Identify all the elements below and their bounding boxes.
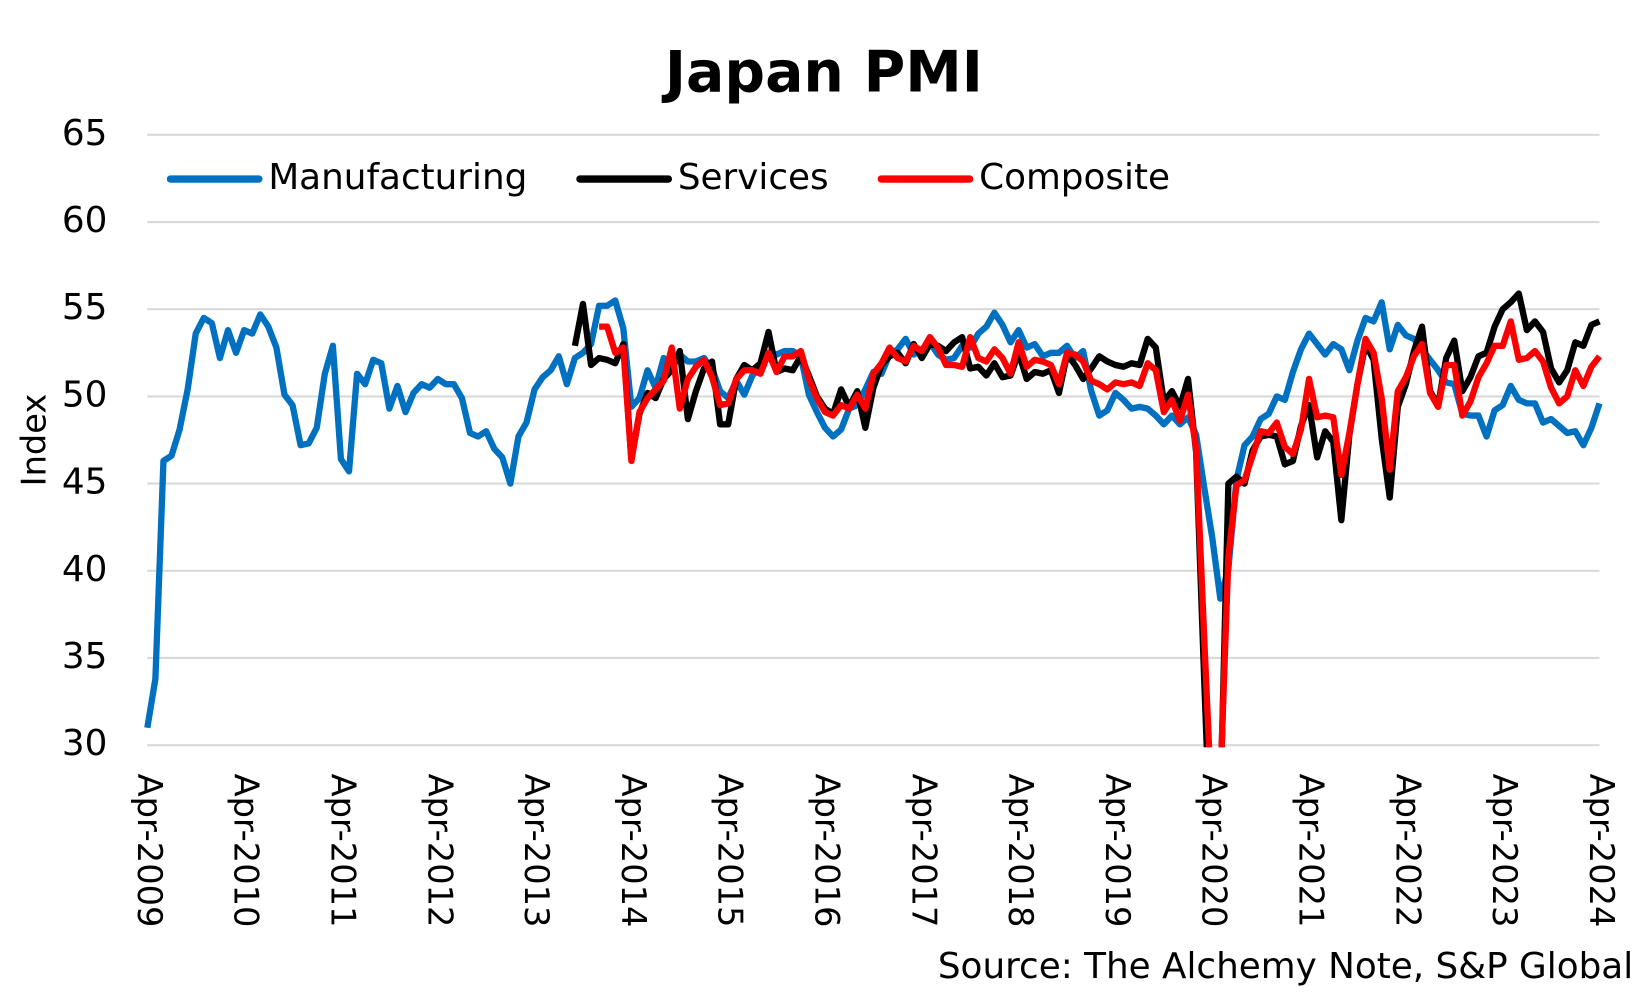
x-tick-label: Apr-2013 — [517, 774, 556, 928]
legend: Manufacturing Services Composite — [166, 157, 1170, 198]
x-tick-label: Apr-2009 — [130, 774, 169, 928]
y-tick-label: 50 — [62, 374, 108, 415]
x-tick-label: Apr-2016 — [808, 774, 847, 928]
x-tick-label: Apr-2021 — [1292, 774, 1331, 928]
x-tick-label: Apr-2020 — [1195, 774, 1234, 928]
x-tick-label: Apr-2023 — [1485, 774, 1524, 928]
x-tick-label: Apr-2011 — [323, 774, 362, 928]
x-tick-label: Apr-2010 — [227, 774, 266, 928]
y-tick-label: 60 — [62, 200, 108, 241]
x-tick-label: Apr-2019 — [1098, 774, 1137, 928]
legend-label: Manufacturing — [268, 157, 527, 198]
y-axis-label: Index — [14, 394, 53, 487]
x-tick-label: Apr-2017 — [904, 774, 943, 928]
source-note: Source: The Alchemy Note, S&P Global — [938, 946, 1633, 987]
series-line — [144, 297, 1603, 729]
x-tick-label: Apr-2022 — [1388, 774, 1427, 928]
y-tick-label: 65 — [62, 113, 108, 154]
legend-label: Composite — [979, 157, 1170, 198]
x-tick-label: Apr-2014 — [614, 774, 653, 928]
legend-label: Services — [678, 157, 829, 198]
y-tick-label: 55 — [62, 287, 108, 328]
x-tick-label: Apr-2015 — [711, 774, 750, 928]
y-tick-label: 45 — [62, 462, 108, 503]
x-tick-label: Apr-2018 — [1001, 774, 1040, 928]
y-tick-label: 35 — [62, 636, 108, 677]
x-tick-label: Apr-2012 — [420, 774, 459, 928]
series-line — [599, 318, 1602, 748]
y-tick-label: 30 — [62, 723, 108, 764]
y-tick-label: 40 — [62, 549, 108, 590]
x-tick-label: Apr-2024 — [1582, 774, 1621, 928]
chart-title: Japan PMI — [661, 40, 983, 106]
